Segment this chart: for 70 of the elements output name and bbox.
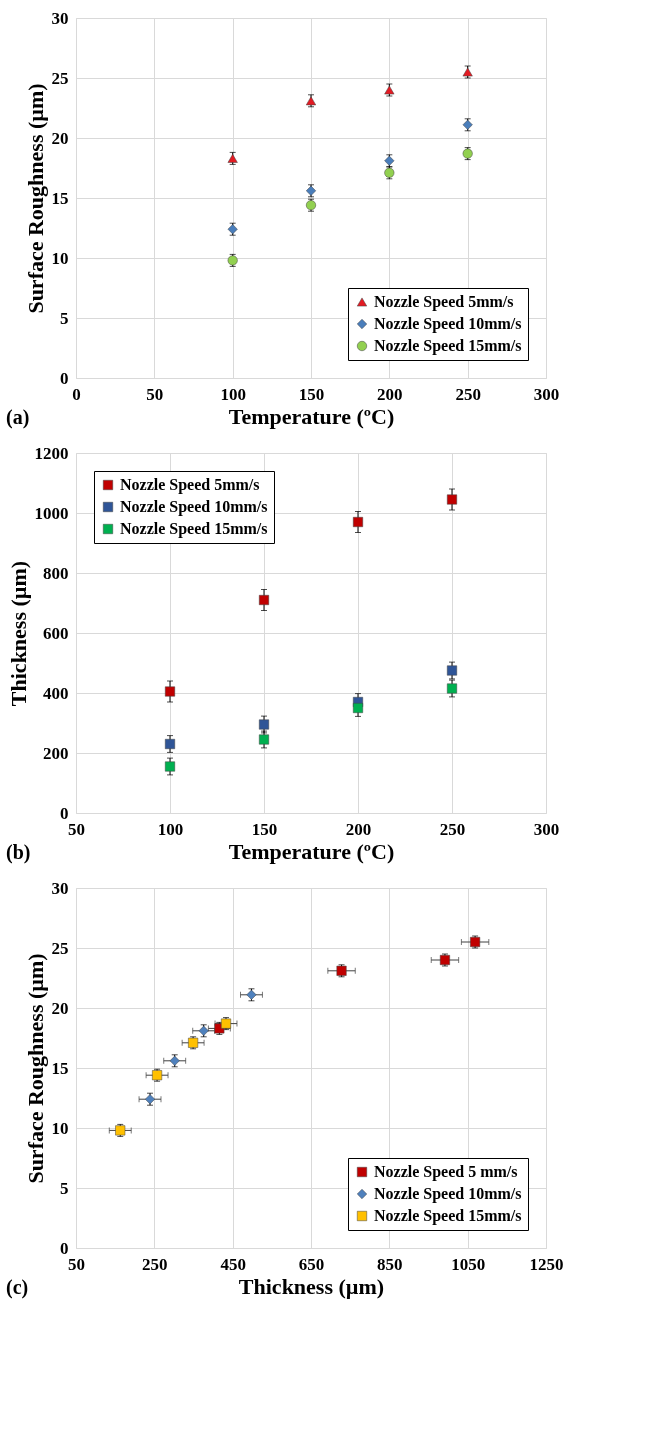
y-axis-title: Thickness (µm) [5, 560, 31, 707]
y-tick-label: 15 [51, 188, 69, 208]
y-tick-label: 5 [60, 1178, 69, 1198]
text: (b) [6, 841, 31, 864]
legend-label: Nozzle Speed 15mm/s [120, 520, 268, 538]
y-tick-label: 30 [51, 8, 69, 28]
x-tick-label: 50 [68, 819, 85, 839]
point [447, 494, 457, 505]
text: (a) [6, 406, 30, 429]
y-tick-label: 5 [60, 308, 69, 328]
y-tick-label: 1000 [34, 503, 69, 523]
legend-label: Nozzle Speed 5 mm/s [374, 1163, 518, 1181]
y-tick-label: 20 [51, 998, 69, 1018]
y-tick-label: 10 [51, 248, 69, 268]
x-axis-title: Thickness (µm) [238, 1273, 385, 1299]
point [259, 719, 269, 730]
legend-label: Nozzle Speed 5mm/s [374, 293, 514, 311]
x-tick-label: 850 [377, 1254, 403, 1274]
x-tick-label: 650 [298, 1254, 325, 1274]
y-tick-label: 0 [60, 803, 69, 823]
x-tick-label: 250 [455, 384, 481, 404]
x-tick-label: 250 [142, 1254, 168, 1274]
legend-label: Nozzle Speed 10mm/s [120, 498, 268, 516]
x-tick-label: 1050 [451, 1254, 486, 1274]
y-tick-label: 15 [51, 1058, 69, 1078]
point [447, 683, 457, 694]
x-tick-label: 150 [298, 384, 325, 404]
x-tick-label: 100 [220, 384, 246, 404]
y-tick-label: 10 [51, 1118, 69, 1138]
y-tick-label: 1200 [34, 443, 69, 463]
x-axis-title: Temperature (ºC) [228, 838, 395, 864]
legend-label: Nozzle Speed 15mm/s [374, 1207, 522, 1225]
y-tick-label: 0 [60, 368, 69, 388]
x-axis-title: Temperature (ºC) [228, 403, 395, 429]
y-tick-label: 20 [51, 128, 69, 148]
x-tick-label: 300 [533, 819, 560, 839]
y-axis-title: Surface Roughness (µm) [22, 83, 48, 314]
x-tick-label: 450 [220, 1254, 246, 1274]
x-tick-label: 1250 [529, 1254, 564, 1274]
point [353, 703, 363, 713]
y-axis-title: Surface Roughness (µm) [22, 953, 48, 1184]
y-tick-label: 25 [51, 68, 69, 88]
point [227, 154, 238, 163]
y-tick-label: 600 [43, 623, 69, 643]
point [165, 739, 175, 749]
y-tick-label: 400 [43, 683, 69, 703]
text: (c) [6, 1276, 29, 1299]
x-tick-label: 50 [146, 384, 164, 404]
legend-label: Nozzle Speed 10mm/s [374, 315, 522, 333]
point [165, 686, 175, 697]
point [165, 761, 175, 772]
x-tick-label: 50 [68, 1254, 85, 1274]
point [259, 734, 269, 745]
x-tick-label: 200 [377, 384, 403, 404]
legend-label: Nozzle Speed 5mm/s [120, 476, 260, 494]
y-tick-label: 0 [60, 1238, 69, 1258]
x-tick-label: 200 [345, 819, 372, 839]
y-tick-label: 30 [51, 878, 69, 898]
point [259, 595, 269, 605]
y-tick-label: 25 [51, 938, 69, 958]
legend-label: Nozzle Speed 15mm/s [374, 337, 522, 355]
x-tick-label: 300 [533, 384, 560, 404]
point [447, 665, 457, 676]
x-tick-label: 150 [251, 819, 278, 839]
point [353, 517, 363, 527]
x-tick-label: 100 [157, 819, 184, 839]
legend-label: Nozzle Speed 10mm/s [374, 1185, 522, 1203]
y-tick-label: 800 [43, 563, 69, 583]
x-tick-label: 250 [439, 819, 466, 839]
y-tick-label: 200 [43, 743, 69, 763]
